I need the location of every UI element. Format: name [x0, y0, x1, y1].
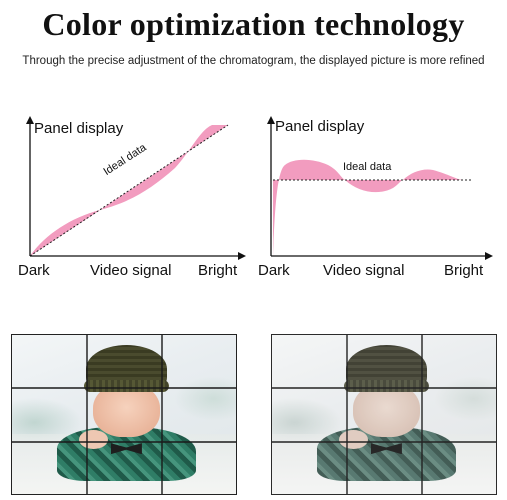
page-subtitle: Through the precise adjustment of the ch…: [22, 55, 485, 67]
x-axis-right-label: Bright: [444, 262, 484, 279]
photo-grid: [12, 335, 236, 494]
knit-hat-band: [83, 379, 169, 393]
photo-grid: [272, 335, 496, 494]
graph-left: Panel display Ideal data Dark Video sign…: [0, 110, 253, 290]
y-axis-arrow: [267, 116, 275, 124]
x-axis-middle-label: Video signal: [90, 262, 172, 279]
bow-tie: [110, 443, 142, 455]
graph-right: Panel display Ideal data Dark Video sign…: [253, 110, 507, 290]
graph-right-canvas: [267, 116, 493, 260]
knit-hat-band: [343, 379, 429, 393]
deviation-area: [273, 159, 345, 256]
deviation-area: [403, 169, 463, 180]
x-axis-left-label: Dark: [258, 262, 290, 279]
y-axis-label: Panel display: [34, 120, 124, 137]
ideal-line: [29, 124, 229, 257]
y-axis-label: Panel display: [275, 118, 365, 135]
x-axis-middle-label: Video signal: [323, 262, 405, 279]
x-axis-arrow: [238, 252, 246, 260]
photo-unoptimized: [271, 334, 497, 495]
deviation-area: [273, 180, 277, 256]
photo-optimized: [11, 334, 237, 495]
y-axis-arrow: [26, 116, 34, 124]
bow-tie: [370, 443, 402, 455]
ideal-data-label: Ideal data: [343, 161, 392, 173]
page-title: Color optimization technology: [42, 6, 465, 42]
x-axis-left-label: Dark: [18, 262, 50, 279]
deviation-area: [345, 180, 403, 193]
graph-left-canvas: [26, 116, 246, 260]
x-axis-arrow: [485, 252, 493, 260]
x-axis-right-label: Bright: [198, 262, 238, 279]
